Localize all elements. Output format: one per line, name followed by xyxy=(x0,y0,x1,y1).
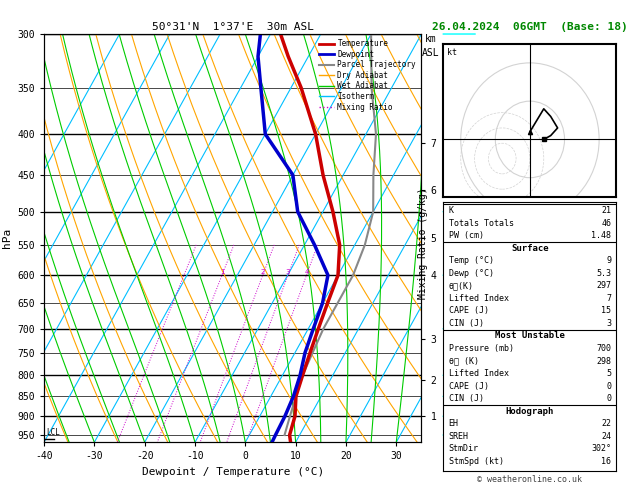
Text: StmDir: StmDir xyxy=(448,444,479,453)
Text: Totals Totals: Totals Totals xyxy=(448,219,514,227)
Text: 3: 3 xyxy=(286,269,290,275)
Text: 298: 298 xyxy=(596,357,611,365)
Text: 9: 9 xyxy=(606,256,611,265)
Text: 21: 21 xyxy=(601,206,611,215)
Text: Hodograph: Hodograph xyxy=(506,407,554,416)
Text: SREH: SREH xyxy=(448,432,469,441)
Text: 46: 46 xyxy=(601,219,611,227)
Text: 22: 22 xyxy=(601,419,611,428)
Text: 26.04.2024  06GMT  (Base: 18): 26.04.2024 06GMT (Base: 18) xyxy=(431,22,628,32)
Text: 24: 24 xyxy=(601,432,611,441)
Text: 2: 2 xyxy=(260,269,265,275)
Y-axis label: hPa: hPa xyxy=(2,228,12,248)
Text: km: km xyxy=(425,34,437,44)
Text: Mixing Ratio (g/kg): Mixing Ratio (g/kg) xyxy=(418,187,428,299)
Text: 4: 4 xyxy=(304,269,309,275)
Text: CIN (J): CIN (J) xyxy=(448,319,484,328)
Text: θᴄ(K): θᴄ(K) xyxy=(448,281,474,290)
Text: 1: 1 xyxy=(220,269,225,275)
Title: 50°31'N  1°37'E  30m ASL: 50°31'N 1°37'E 30m ASL xyxy=(152,22,314,32)
Text: Lifted Index: Lifted Index xyxy=(448,294,509,303)
Text: 302°: 302° xyxy=(591,444,611,453)
Text: 700: 700 xyxy=(596,344,611,353)
Text: StmSpd (kt): StmSpd (kt) xyxy=(448,457,504,466)
Text: CAPE (J): CAPE (J) xyxy=(448,382,489,391)
Text: Pressure (mb): Pressure (mb) xyxy=(448,344,514,353)
Legend: Temperature, Dewpoint, Parcel Trajectory, Dry Adiabat, Wet Adiabat, Isotherm, Mi: Temperature, Dewpoint, Parcel Trajectory… xyxy=(318,38,418,113)
Text: CAPE (J): CAPE (J) xyxy=(448,306,489,315)
Text: θᴄ (K): θᴄ (K) xyxy=(448,357,479,365)
Text: © weatheronline.co.uk: © weatheronline.co.uk xyxy=(477,474,582,484)
Text: ASL: ASL xyxy=(422,48,440,58)
Text: 5.3: 5.3 xyxy=(596,269,611,278)
Text: Lifted Index: Lifted Index xyxy=(448,369,509,378)
Text: 0: 0 xyxy=(606,382,611,391)
Text: Most Unstable: Most Unstable xyxy=(495,331,565,340)
Text: 7: 7 xyxy=(606,294,611,303)
Text: 3: 3 xyxy=(606,319,611,328)
Text: EH: EH xyxy=(448,419,459,428)
Text: CIN (J): CIN (J) xyxy=(448,394,484,403)
Text: 16: 16 xyxy=(601,457,611,466)
Text: 0: 0 xyxy=(606,394,611,403)
Text: 297: 297 xyxy=(596,281,611,290)
X-axis label: Dewpoint / Temperature (°C): Dewpoint / Temperature (°C) xyxy=(142,467,324,477)
Text: PW (cm): PW (cm) xyxy=(448,231,484,240)
Text: Dewp (°C): Dewp (°C) xyxy=(448,269,494,278)
Text: Surface: Surface xyxy=(511,243,548,253)
Text: 15: 15 xyxy=(601,306,611,315)
Text: 5: 5 xyxy=(606,369,611,378)
Text: LCL: LCL xyxy=(47,428,60,436)
Text: 1.48: 1.48 xyxy=(591,231,611,240)
Text: Temp (°C): Temp (°C) xyxy=(448,256,494,265)
Text: K: K xyxy=(448,206,454,215)
Text: kt: kt xyxy=(447,48,457,57)
